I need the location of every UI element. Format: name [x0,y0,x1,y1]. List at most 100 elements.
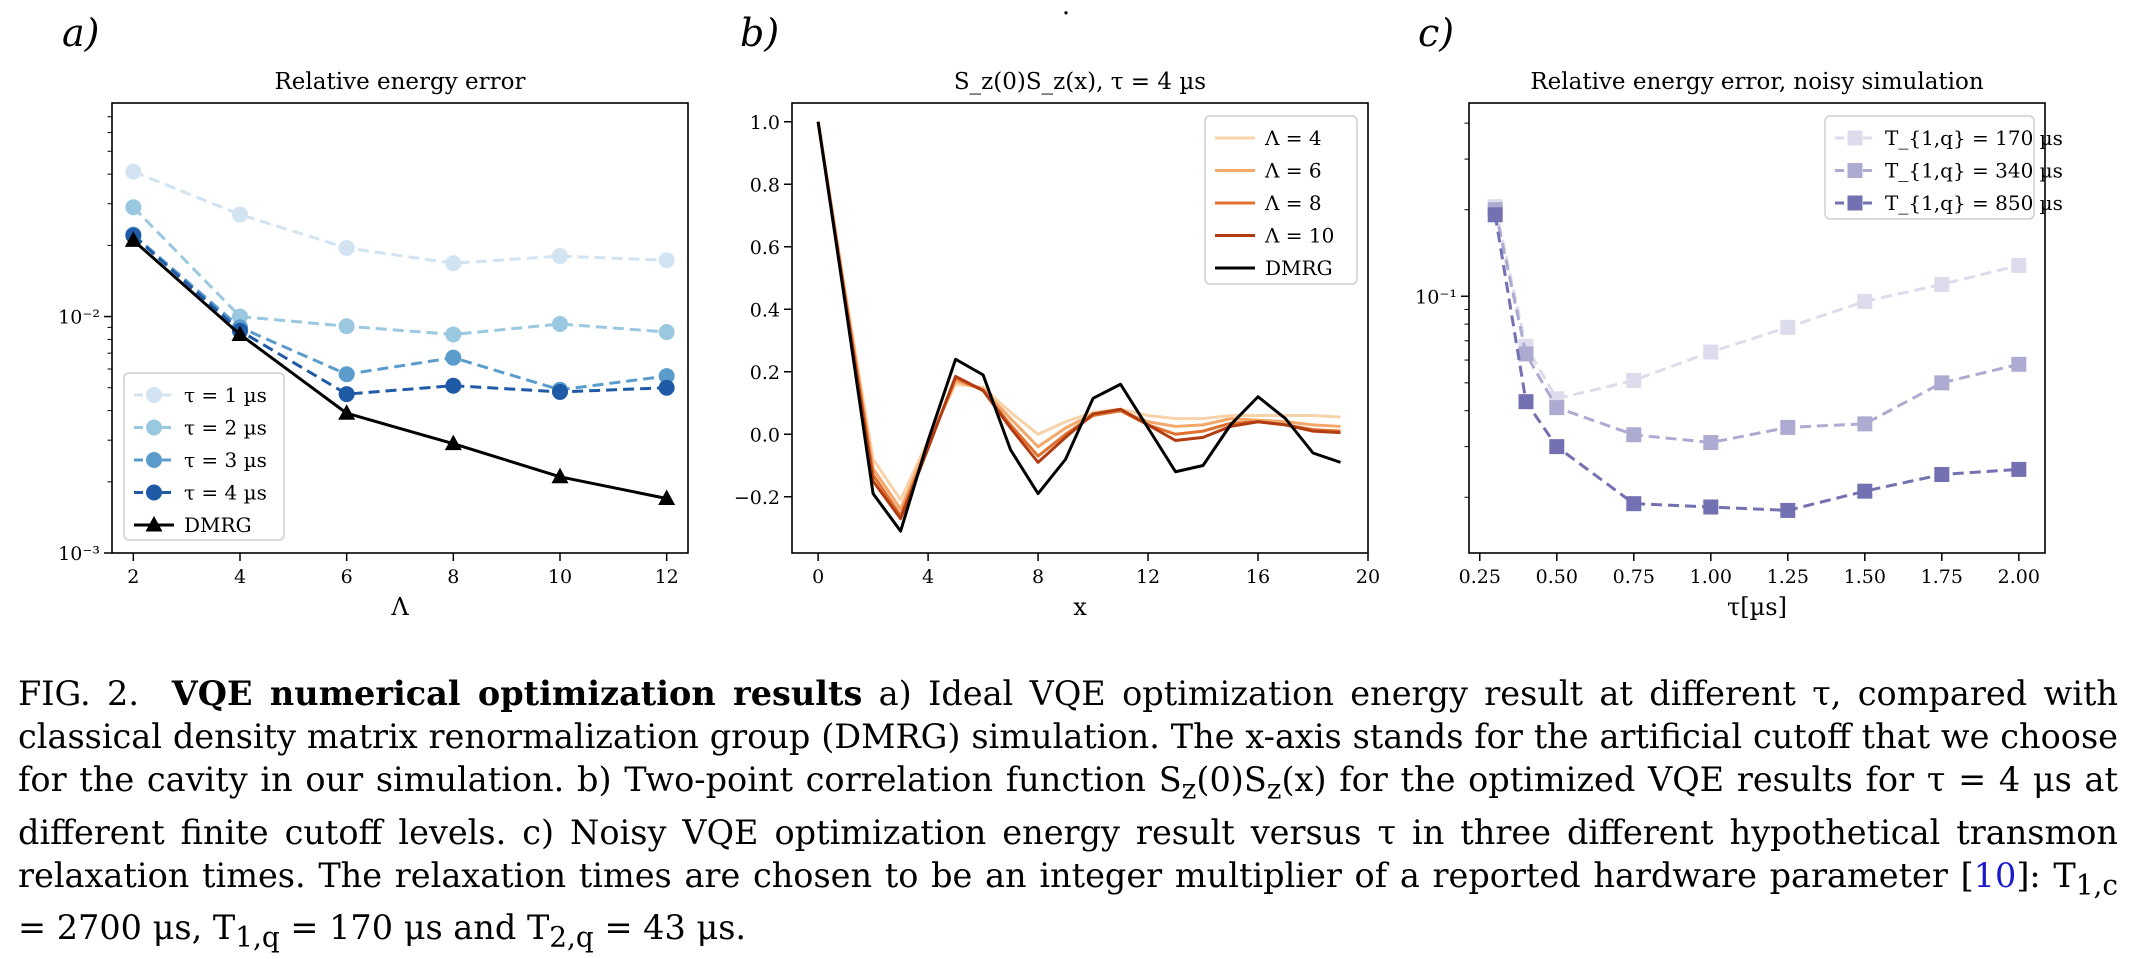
chart-1-series-5-point [658,489,676,506]
chart-1-legend-label: τ = 2 µs [184,416,267,440]
chart-3-series-2-point [1703,435,1719,451]
chart-3-x-tick-label: 1.50 [1844,566,1886,588]
chart-2-x-tick-label: 0 [812,566,824,588]
chart-2-y-tick-label: 0.6 [750,237,780,259]
caption-body-2: (0)S [1196,760,1267,799]
chart-1-series-3-point [658,368,675,385]
chart-1-series-4-point [445,377,462,394]
chart-3-series-1-point [1703,344,1719,360]
chart-2-x-tick-label: 4 [922,566,934,588]
chart-1-legend-marker [146,387,162,403]
chart-3-x-tick-label: 1.25 [1767,566,1809,588]
chart-2-series-2-line [816,121,1341,511]
chart-1-series-2-point [658,324,675,341]
chart-1-axes-frame [111,102,689,554]
chart-3-x-tick-label: 1.00 [1690,566,1732,588]
chart-2-legend-label: DMRG [1265,256,1333,280]
chart-1-y-tick-label: 10⁻² [58,307,100,329]
panel-a-chart: Relative energy error 2 4 6 8 10 12 10⁻³ 10⁻² Λτ … [58,69,689,621]
chart-1-x-tick-label: 10 [548,566,572,588]
caption-label: FIG. 2. [18,674,140,713]
chart-1-series-1-point [658,252,675,269]
chart-1-series-2-point [445,326,462,343]
chart-2-x-axis-label: x [1073,593,1087,621]
chart-3-series-2-point [1934,375,1950,391]
panel-letter-b: b) [740,11,779,55]
chart-1-series-5-point [231,325,249,341]
chart-3-legend-label: T_{1,q} = 170 µs [1885,126,2063,150]
chart-1-series-1-point [125,163,142,180]
caption-paragraph: FIG. 2. VQE numerical optimization resul… [18,672,2118,959]
panel-b-chart: S_z(0)S_z(x), τ = 4 µs 0 4 8 12 16 20 −0.2 0.0 0.… [734,69,1380,621]
figure: . a) b) c) Relative energy error 2 4 6 8 10 12… [58,0,2063,621]
chart-1-legend-marker [146,452,162,468]
chart-1-series-5-point [338,404,356,420]
chart-3-series-2-point [2011,356,2027,372]
chart-1-x-tick-label: 12 [655,566,679,588]
chart-1-series-4-point [658,379,675,396]
chart-2-x-tick-label: 16 [1246,566,1270,588]
top-mark: . [1062,0,1070,21]
chart-1-x-axis-label: Λ [390,593,409,621]
chart-2-series-1-line [816,121,1341,502]
caption-body-7: = 43 μs. [593,908,747,948]
chart-3-series-1-point [1626,372,1642,388]
chart-3-series-2-line [1493,209,2020,445]
chart-3-series-2-point [1549,400,1565,416]
chart-3-series-1-point [1857,293,1873,309]
chart-2-x-tick-label: 20 [1356,566,1380,588]
chart-3-y-tick-label: 10⁻¹ [1415,286,1457,308]
chart-1-legend [123,372,285,541]
chart-1-x-tick-label: 8 [447,566,459,588]
chart-3-legend-marker [1847,163,1863,178]
chart-2-y-tick-label: 0.2 [750,362,780,384]
chart-1-series-3-point [445,349,462,366]
chart-1-series-5-line [132,239,667,500]
chart-3-legend-marker [1847,195,1863,211]
figure-caption: FIG. 2. VQE numerical optimization resul… [18,672,2118,959]
chart-2-x-tick-label: 12 [1136,566,1160,588]
chart-3-title: Relative energy error, noisy simulation [1530,69,1984,95]
chart-1-x-tick-label: 4 [234,566,246,588]
chart-3-legend-marker [1847,130,1863,146]
chart-1-title: Relative energy error [274,69,525,95]
caption-sub-5: 2,q [549,921,594,955]
caption-heading: VQE numerical optimization results [171,674,863,713]
chart-3-series-3-point [1857,483,1873,499]
panel-c-chart: Relative energy error, noisy simulation 0… [1415,69,2063,621]
chart-1-series-1-point [445,255,462,272]
chart-2-title: S_z(0)S_z(x), τ = 4 µs [954,69,1206,95]
chart-3-series-1-line [1493,206,2020,401]
caption-sub-1: z [1181,772,1197,806]
chart-2-series-5-line [816,121,1341,533]
chart-1-x-tick-label: 2 [127,566,139,588]
chart-2-y-tick-label: −0.2 [734,487,780,509]
panel-letter-c: c) [1418,11,1454,55]
chart-3-series-2-point [1780,419,1796,435]
chart-1-series-2-point [338,318,355,335]
chart-3-x-tick-label: 0.25 [1459,566,1501,588]
chart-3-series-1-point [1934,276,1950,292]
chart-1-series-1-line [132,170,667,265]
chart-1-legend-marker [146,484,162,501]
chart-1-series-4-point [552,383,568,400]
reference-link[interactable]: 10 [1973,855,2017,895]
chart-3-series-3-point [1626,496,1642,512]
chart-2-legend-label: Λ = 6 [1264,159,1322,183]
chart-1-series-3-line [132,233,667,392]
chart-1-legend-label: τ = 3 µs [184,448,267,472]
chart-1-x-tick-label: 6 [341,566,353,588]
chart-1-series-5-point [551,467,569,484]
chart-2-axes-frame [791,102,1369,554]
chart-3-series-3-point [1549,439,1565,455]
chart-3-series-3-point [1934,466,1950,482]
chart-3-series-1-point [1780,319,1796,335]
chart-1-series-2-line [132,206,667,336]
chart-3-x-tick-label: 0.50 [1536,566,1578,588]
chart-1-legend-label: DMRG [184,513,252,537]
chart-2-y-tick-label: 0.4 [750,299,780,321]
caption-body-3: (x) for the optimized VQE results for τ … [18,760,2118,895]
chart-3-axes-frame [1468,102,2046,554]
chart-1-y-tick-label: 10⁻³ [58,543,100,565]
caption-body-6: = 170 μs and T [279,908,550,948]
